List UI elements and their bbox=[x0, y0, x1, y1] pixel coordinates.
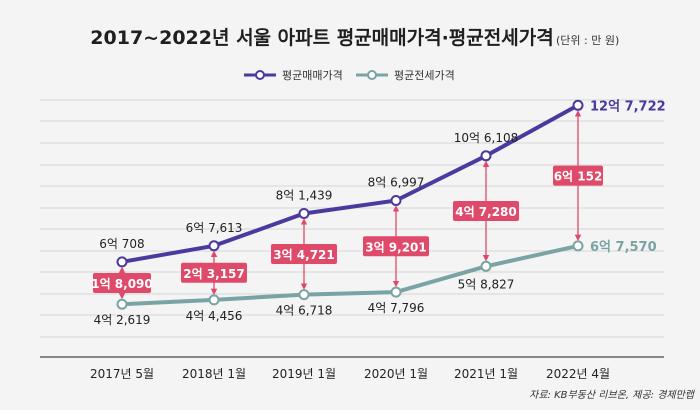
gap-label: 3억 9,201 bbox=[365, 240, 427, 254]
gap-label-box bbox=[553, 165, 603, 186]
data-point-jeonse bbox=[116, 298, 128, 310]
gap-label: 1억 8,090 bbox=[91, 277, 153, 291]
data-label-sale: 6억 7,613 bbox=[186, 221, 243, 235]
data-point-jeonse bbox=[298, 289, 310, 301]
data-point-jeonse bbox=[208, 294, 220, 306]
chart-source: 자료: KB부동산 리브온, 제공: 경제만랩 bbox=[529, 389, 696, 401]
data-point-sale bbox=[572, 99, 584, 111]
gap-label-box bbox=[363, 236, 429, 257]
series-line-jeonse bbox=[121, 243, 579, 307]
legend-marker-jeonse bbox=[367, 70, 377, 80]
gap-label-box bbox=[93, 273, 151, 294]
data-label-jeonse: 4억 7,796 bbox=[368, 301, 425, 315]
x-tick-label: 2018년 1월 bbox=[182, 367, 246, 381]
gap-label-box bbox=[453, 201, 519, 222]
plot-area: 평균매매가격 평균전세가격 1억 8,090 2억 3,157 3억 4,721 3억 9… bbox=[40, 69, 666, 381]
data-label-jeonse: 4억 6,718 bbox=[276, 304, 333, 318]
legend-label-jeonse: 평균전세가격 bbox=[394, 69, 455, 82]
data-point-sale bbox=[116, 256, 128, 268]
legend-marker-sale bbox=[255, 70, 265, 80]
data-point-sale bbox=[480, 150, 492, 162]
data-label-sale: 12억 7,722 bbox=[590, 99, 666, 114]
data-point-sale bbox=[208, 240, 220, 252]
data-label-sale: 6억 708 bbox=[99, 237, 144, 251]
x-tick-label: 2022년 4월 bbox=[546, 367, 610, 381]
data-point-jeonse bbox=[390, 286, 402, 298]
legend-label-sale: 평균매매가격 bbox=[282, 69, 343, 82]
gap-label: 6억 152 bbox=[554, 170, 603, 184]
x-tick-label: 2017년 5월 bbox=[90, 367, 154, 381]
gap-label-box bbox=[181, 262, 247, 283]
data-label-sale: 10억 6,108 bbox=[454, 131, 518, 145]
gap-label: 2억 3,157 bbox=[183, 267, 245, 281]
data-label-jeonse: 5억 8,827 bbox=[458, 277, 515, 291]
series-line-sale bbox=[121, 103, 579, 264]
data-point-sale bbox=[390, 195, 402, 206]
data-point-sale bbox=[298, 208, 310, 219]
chart-title: 2017~2022년 서울 아파트 평균매매가격·평균전세가격 bbox=[90, 27, 553, 49]
data-label-jeonse: 4억 2,619 bbox=[94, 313, 151, 327]
gap-label: 4억 7,280 bbox=[455, 205, 517, 219]
chart-unit-note: (단위 : 만 원) bbox=[556, 34, 619, 47]
x-tick-label: 2021년 1월 bbox=[454, 367, 518, 381]
x-tick-label: 2020년 1월 bbox=[364, 367, 428, 381]
x-tick-label: 2019년 1월 bbox=[272, 367, 336, 381]
data-label-sale: 8억 1,439 bbox=[276, 188, 333, 202]
gap-label-box bbox=[271, 244, 337, 265]
data-point-jeonse bbox=[480, 260, 492, 272]
data-label-jeonse: 4억 4,456 bbox=[186, 309, 243, 323]
data-label-sale: 8억 6,997 bbox=[368, 175, 425, 189]
data-point-jeonse bbox=[572, 240, 584, 252]
gap-label: 3억 4,721 bbox=[273, 248, 335, 262]
data-label-jeonse: 6억 7,570 bbox=[590, 240, 657, 255]
